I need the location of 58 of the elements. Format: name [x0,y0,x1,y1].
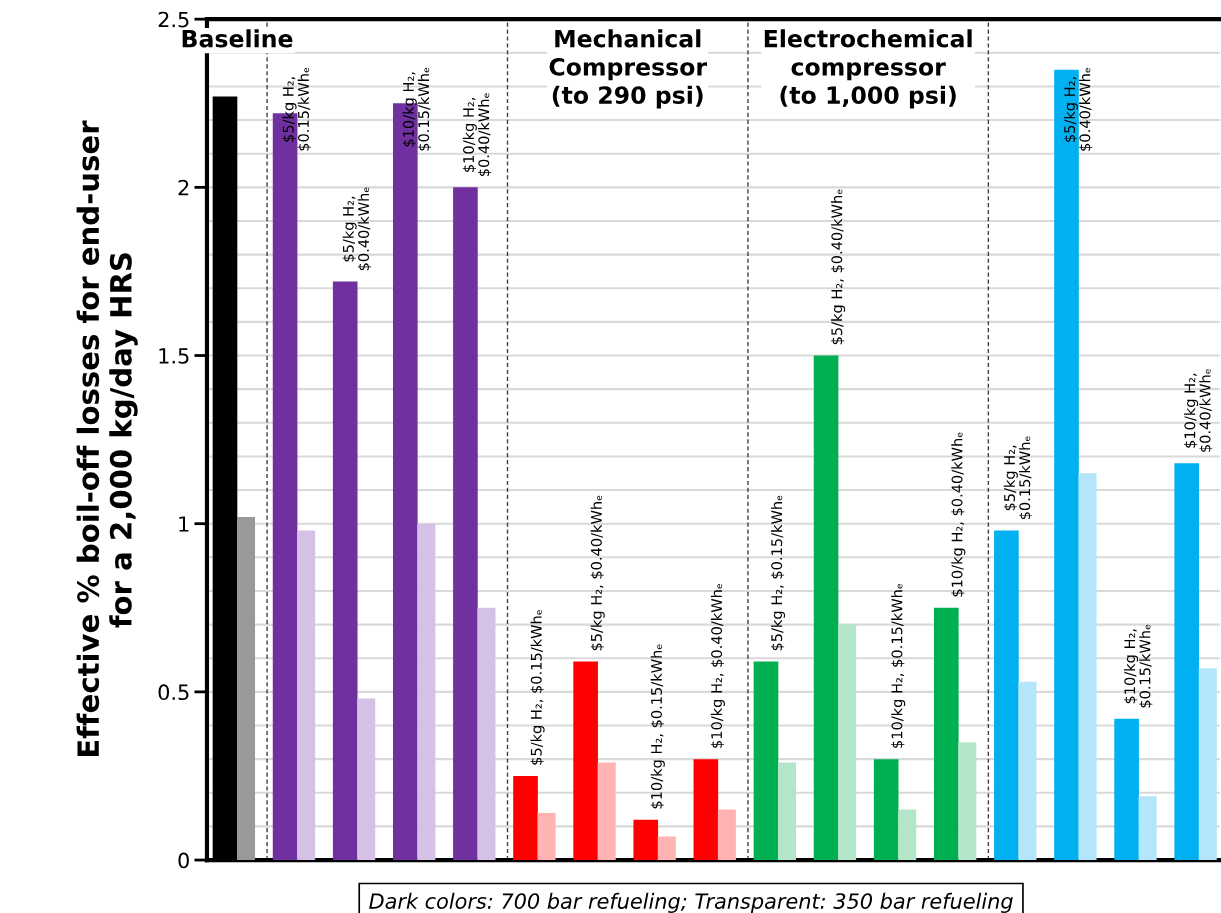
bar [1114,718,1139,861]
x-tick-label: $5/kg H₂, $0.15/kWhₑ [770,495,786,651]
bar [994,530,1019,861]
x-tick-label: $5/kg H₂, $0.40/kWhₑ [590,495,605,651]
bar [657,836,676,861]
x-tick-label: $5/kg H₂, $0.40/kWhₑ [1063,67,1093,151]
annotation: Baseline [182,29,293,48]
annotation: Electrochemical compressor (to 1,000 psi) [764,29,972,109]
bar [597,762,616,861]
bar [1138,796,1157,861]
bar [753,661,779,861]
bar [1018,681,1037,861]
bar [813,355,839,861]
x-tick-label: $10/kg H₂, $0.15/kWhₑ [1123,624,1153,708]
x-tick-label: $10/kg H₂, $0.40/kWhₑ [951,432,966,597]
bar [513,775,538,861]
x-tick-label: $5/kg H₂, $0.15/kWhₑ [1003,436,1033,520]
y-tick-label: 1.5 [159,348,189,364]
bar [838,624,857,861]
bar [332,281,358,861]
bar [573,661,598,861]
y-tick-label: 2 [178,179,189,196]
bar [453,187,478,861]
bar [1078,473,1097,861]
bar [633,819,659,861]
x-tick-label: $10/kg H₂, $0.40/kWhₑ [1184,369,1213,452]
y-tick-label: 2.5 [158,11,189,28]
bar [693,759,719,861]
bar [1174,463,1200,861]
x-tick-label: $5/kg H₂, $0.15/kWhₑ [282,67,311,151]
bar [537,812,556,861]
bar [933,607,959,861]
x-tick-label: $10/kg H₂, $0.15/kWhₑ [650,644,665,809]
bar [958,742,977,861]
bar [898,809,917,861]
x-tick-label: $10/kg H₂, $0.15/kWhₑ [402,67,432,151]
bar [297,530,316,861]
x-tick-label: $5/kg H₂, $0.15/kWhₑ [530,610,545,765]
x-tick-label: $5/kg H₂, $0.40/kWhₑ [831,189,846,345]
x-tick-label: $10/kg H₂, $0.40/kWhₑ [462,93,492,177]
y-tick-label: 0 [178,852,189,869]
bar [1054,69,1079,861]
bar [1198,668,1217,861]
x-tick-label: $10/kg H₂, $0.40/kWhₑ [710,583,725,748]
y-tick-label: 0.5 [158,684,189,701]
y-tick-label: 1 [179,516,189,532]
y-axis-title: Effective % boil-off losses for end-user for a 2,000 kg/day HRS [76,120,138,757]
bar [417,523,436,861]
bar [873,759,899,861]
annotation: Mechanical Compressor (to 290 psi) [549,29,707,109]
x-tick-label: $10/kg H₂, $0.15/kWhₑ [891,583,906,748]
text: Dark colors: 700 bar refueling; Transparent: 350 bar refueling [369,892,1013,913]
bar [477,607,496,861]
bar [237,516,256,861]
bar [777,762,797,861]
x-tick-label: $5/kg H₂, $0.40/kWhₑ [342,187,372,271]
bar [357,698,376,861]
bar [717,809,736,861]
